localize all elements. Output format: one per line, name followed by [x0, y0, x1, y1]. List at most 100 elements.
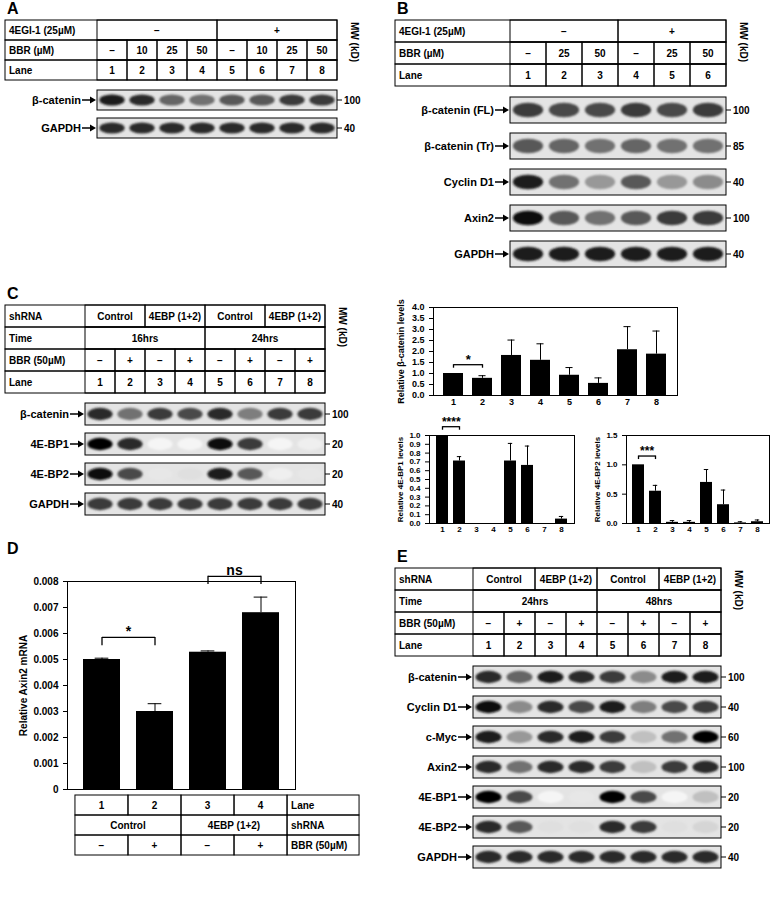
svg-text:4EGI-1 (25µM): 4EGI-1 (25µM): [9, 25, 75, 36]
svg-text:−: −: [99, 840, 105, 851]
svg-text:2: 2: [561, 70, 567, 81]
svg-text:–: –: [229, 45, 235, 56]
svg-text:β-catenin: β-catenin: [20, 408, 69, 420]
svg-text:25: 25: [166, 45, 178, 56]
svg-text:BBR (50µM): BBR (50µM): [399, 618, 455, 629]
svg-text:60: 60: [728, 732, 740, 743]
svg-text:MW (kD): MW (kD): [733, 570, 744, 610]
svg-text:20: 20: [332, 469, 344, 480]
svg-text:1: 1: [636, 525, 641, 534]
svg-text:1.5: 1.5: [606, 431, 618, 440]
svg-text:40: 40: [733, 249, 745, 260]
svg-text:0.5: 0.5: [412, 379, 425, 389]
svg-text:1.0: 1.0: [412, 368, 425, 378]
svg-text:4E-BP2: 4E-BP2: [30, 468, 69, 480]
svg-text:Time: Time: [399, 596, 423, 607]
svg-text:40: 40: [728, 852, 740, 863]
svg-text:1.5: 1.5: [412, 357, 425, 367]
svg-text:GAPDH: GAPDH: [454, 248, 494, 260]
svg-text:3: 3: [169, 65, 175, 76]
svg-text:24hrs: 24hrs: [522, 596, 549, 607]
svg-text:1: 1: [109, 65, 115, 76]
svg-text:20: 20: [728, 792, 740, 803]
svg-text:7: 7: [738, 525, 743, 534]
svg-text:4: 4: [538, 397, 543, 407]
svg-text:0.0: 0.0: [412, 390, 425, 400]
svg-text:5: 5: [704, 525, 709, 534]
svg-text:0: 0: [53, 784, 59, 795]
svg-text:Lane: Lane: [399, 640, 423, 651]
svg-text:7: 7: [277, 377, 283, 388]
svg-text:6: 6: [596, 397, 601, 407]
svg-text:+: +: [247, 355, 253, 366]
svg-text:+: +: [517, 618, 523, 629]
svg-text:0.5: 0.5: [606, 490, 618, 499]
svg-text:−: −: [205, 840, 211, 851]
svg-text:20: 20: [728, 822, 740, 833]
svg-text:3: 3: [509, 397, 514, 407]
svg-text:BBR (µM): BBR (µM): [399, 48, 444, 59]
svg-text:3: 3: [670, 525, 675, 534]
svg-text:+: +: [641, 618, 647, 629]
svg-text:50: 50: [196, 45, 208, 56]
svg-text:1: 1: [451, 397, 456, 407]
svg-text:8: 8: [703, 640, 709, 651]
svg-text:8: 8: [755, 525, 760, 534]
svg-text:0.007: 0.007: [33, 602, 58, 613]
svg-text:5: 5: [217, 377, 223, 388]
svg-text:4: 4: [579, 640, 585, 651]
svg-text:β-catenin: β-catenin: [408, 671, 457, 683]
svg-text:0.002: 0.002: [33, 732, 58, 743]
svg-text:4: 4: [491, 525, 496, 534]
svg-text:BBR (µM): BBR (µM): [9, 45, 54, 56]
svg-text:Control: Control: [217, 311, 253, 322]
svg-text:Control: Control: [97, 311, 133, 322]
svg-text:25: 25: [666, 48, 678, 59]
svg-text:+: +: [579, 618, 585, 629]
svg-text:0.7: 0.7: [409, 457, 421, 466]
svg-text:0.003: 0.003: [33, 706, 58, 717]
svg-text:E: E: [397, 548, 408, 565]
svg-text:4E-BP2: 4E-BP2: [418, 821, 457, 833]
svg-text:Lane: Lane: [9, 65, 33, 76]
svg-text:+: +: [258, 840, 264, 851]
svg-text:0.6: 0.6: [409, 466, 421, 475]
svg-text:MW (kD): MW (kD): [337, 307, 348, 347]
svg-text:40: 40: [728, 702, 740, 713]
svg-text:0.004: 0.004: [33, 680, 58, 691]
svg-text:4EBP (1+2): 4EBP (1+2): [664, 574, 716, 585]
svg-text:4: 4: [199, 65, 205, 76]
svg-text:Cyclin D1: Cyclin D1: [444, 176, 494, 188]
svg-text:4: 4: [187, 377, 193, 388]
svg-text:+: +: [703, 618, 709, 629]
svg-text:3.0: 3.0: [412, 324, 425, 334]
svg-text:50: 50: [316, 45, 328, 56]
svg-text:GAPDH: GAPDH: [417, 851, 457, 863]
svg-text:4: 4: [258, 800, 264, 811]
svg-text:****: ****: [442, 415, 461, 429]
svg-text:7: 7: [289, 65, 295, 76]
svg-text:85: 85: [733, 141, 745, 152]
svg-text:0.001: 0.001: [33, 758, 58, 769]
svg-text:5: 5: [508, 525, 513, 534]
svg-text:0.8: 0.8: [409, 449, 421, 458]
svg-text:5: 5: [669, 70, 675, 81]
svg-text:6: 6: [525, 525, 530, 534]
svg-text:7: 7: [542, 525, 547, 534]
svg-text:−: −: [97, 355, 103, 366]
svg-text:β-catenin: β-catenin: [32, 94, 81, 106]
svg-text:Relative 4E-BP1 levels: Relative 4E-BP1 levels: [396, 436, 405, 522]
svg-text:–: –: [633, 48, 639, 59]
svg-text:100: 100: [733, 105, 750, 116]
svg-text:10: 10: [136, 45, 148, 56]
svg-text:7: 7: [672, 640, 678, 651]
svg-text:8: 8: [654, 397, 659, 407]
svg-text:0.008: 0.008: [33, 576, 58, 587]
svg-text:−: −: [610, 618, 616, 629]
svg-text:7: 7: [625, 397, 630, 407]
svg-text:1.0: 1.0: [409, 431, 421, 440]
svg-text:1: 1: [440, 525, 445, 534]
svg-text:48hrs: 48hrs: [646, 596, 673, 607]
svg-text:shRNA: shRNA: [291, 820, 324, 831]
svg-text:4: 4: [687, 525, 692, 534]
